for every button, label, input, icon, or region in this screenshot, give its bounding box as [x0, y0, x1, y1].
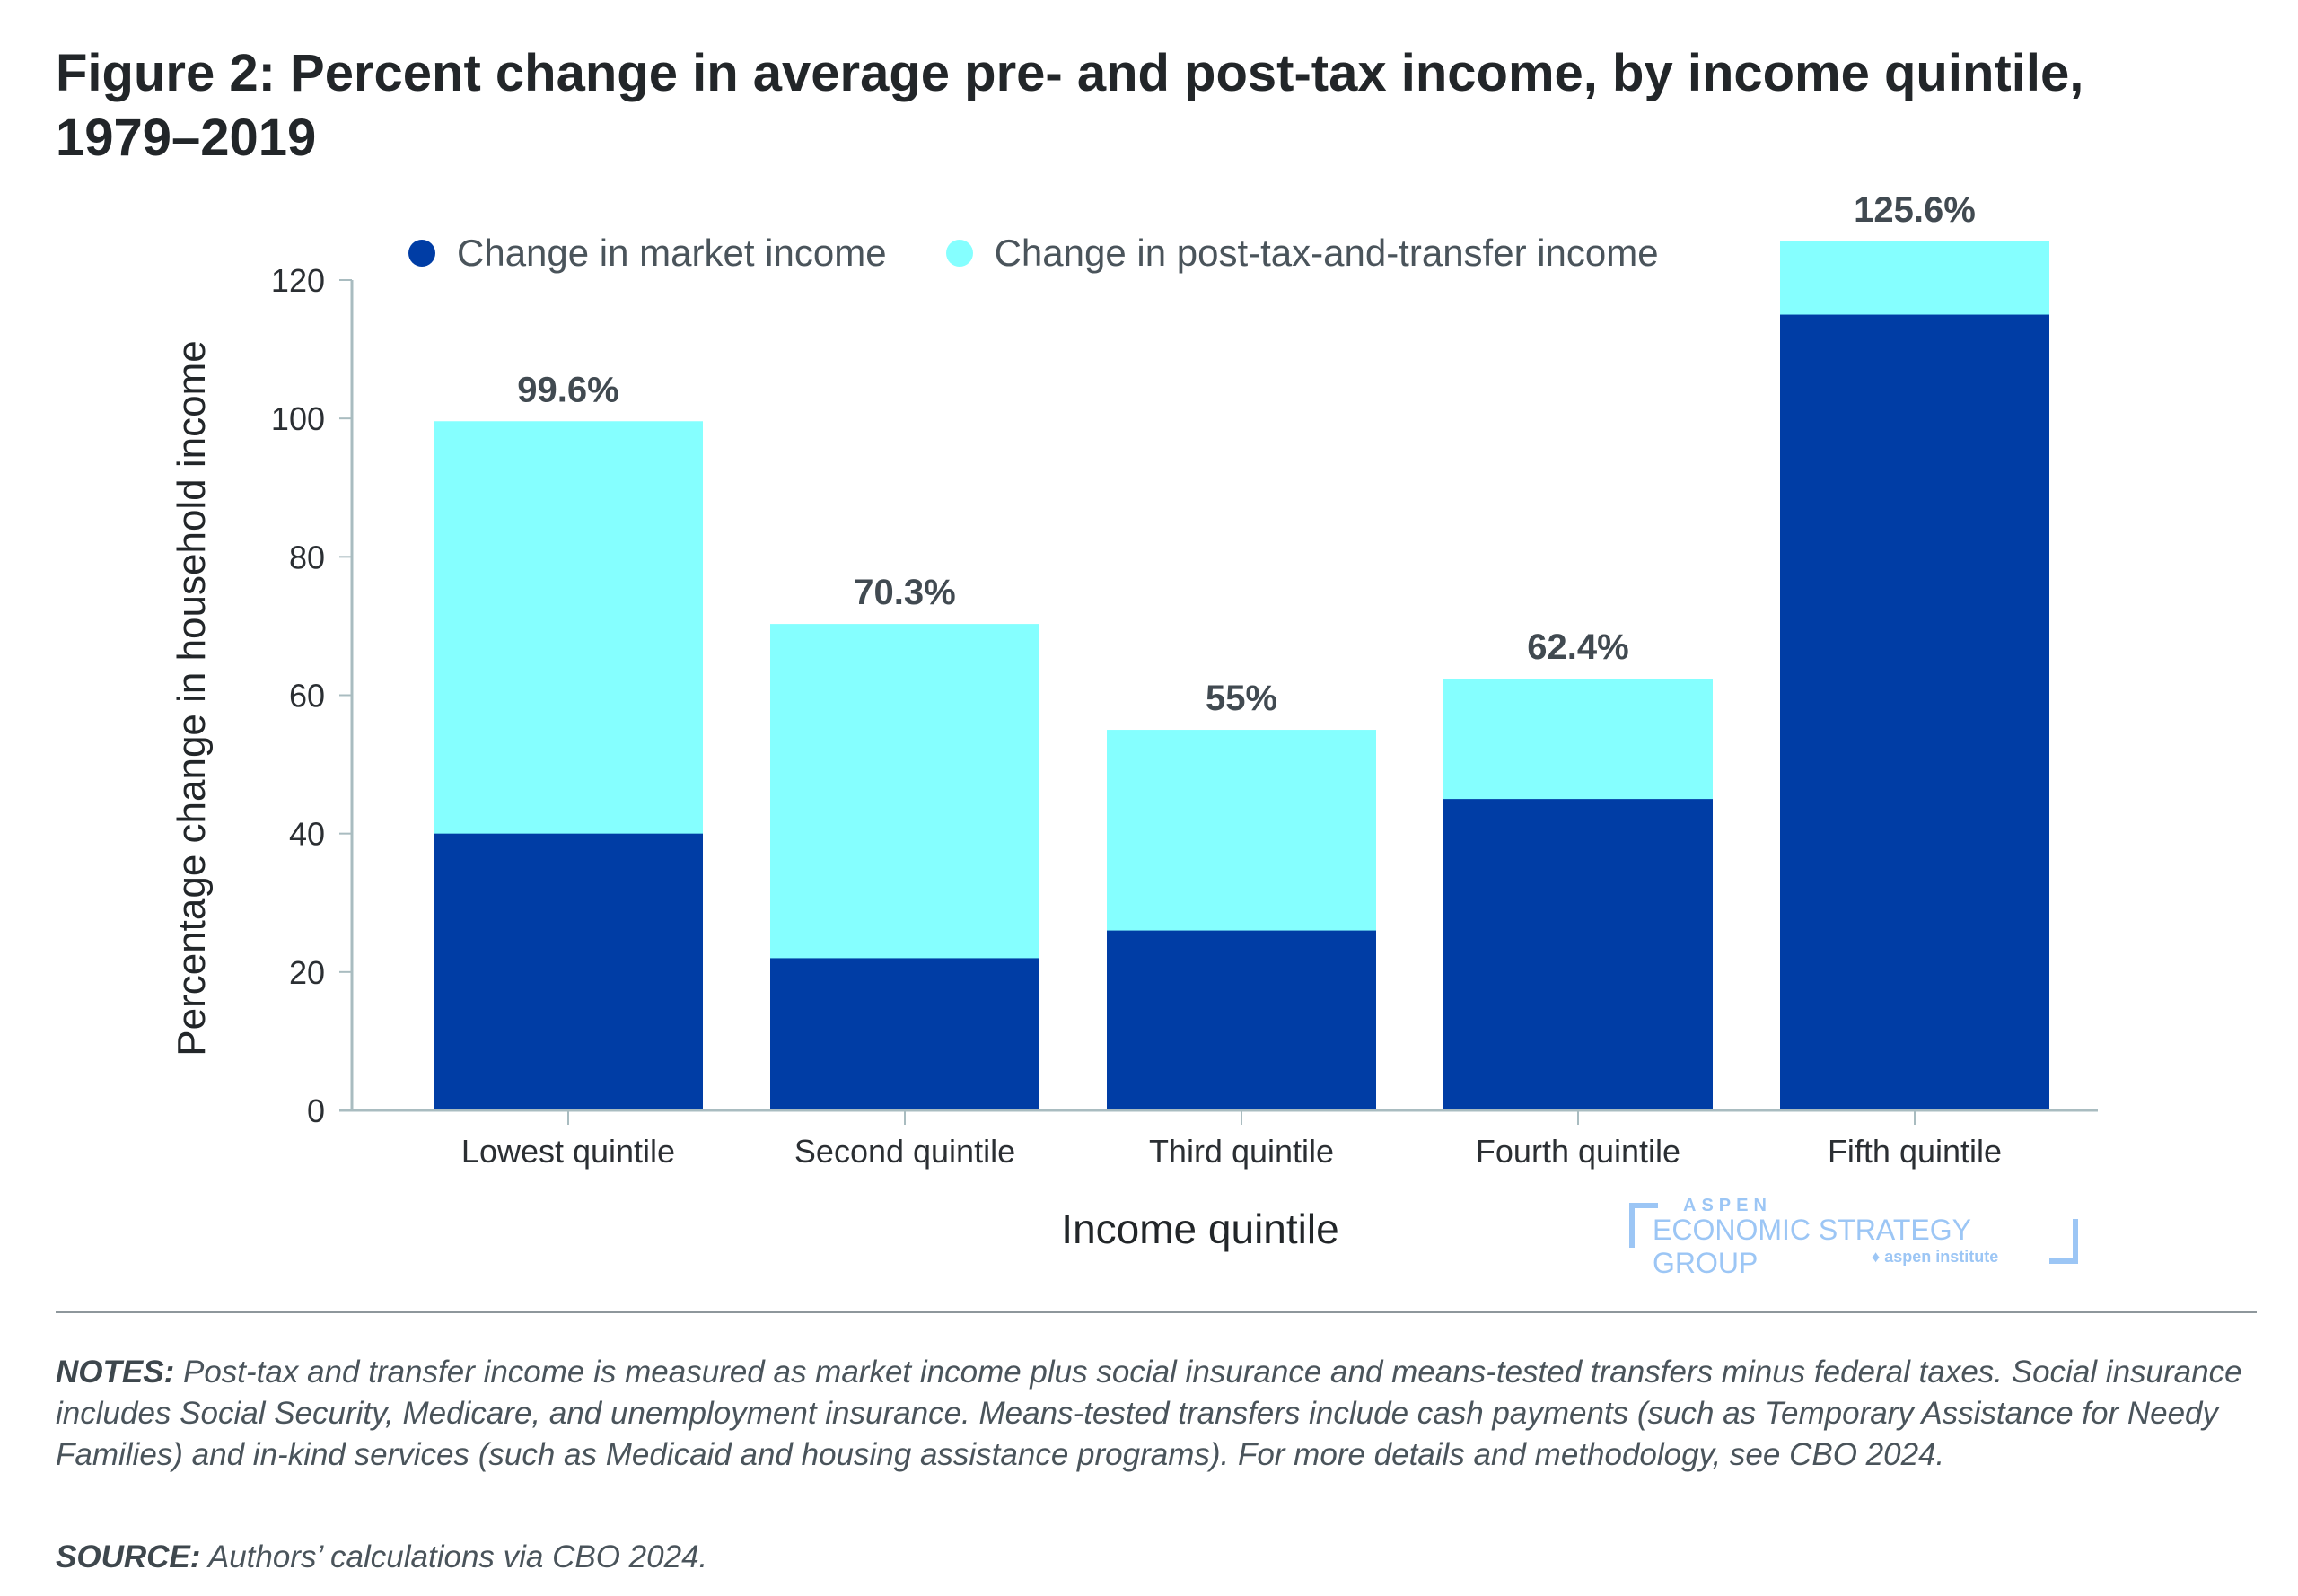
source-text: Authors’ calculations via CBO 2024.: [207, 1539, 708, 1574]
logo-main-text: ECONOMIC STRATEGY GROUP: [1653, 1214, 1971, 1279]
logo-aspen-text: ASPEN: [1683, 1196, 1772, 1215]
axes-group: [339, 279, 2098, 1125]
legend-label-market-income: Change in market income: [457, 232, 887, 274]
logo-bracket-bottom-right-icon: [2049, 1219, 2078, 1264]
labels-group: 99.6% Lowest quintile 70.3% Second quintile…: [271, 190, 2002, 1170]
logo-institute-label: aspen institute: [1884, 1248, 1999, 1266]
chart-title-line1: Figure 2: Percent change in average pre-…: [56, 44, 2084, 102]
y-axis-title: Percentage change in household income: [170, 340, 214, 1056]
x-tick-label: Lowest quintile: [461, 1133, 675, 1170]
notes-text: Post-tax and transfer income is measured…: [56, 1355, 2242, 1472]
y-tick-label: 80: [289, 539, 325, 575]
data-label: 62.4%: [1527, 627, 1628, 667]
bar-chart: Percentage change in household income 99…: [170, 190, 2098, 1252]
x-axis-title: Income quintile: [1061, 1206, 1338, 1252]
bar-market-income: [1443, 799, 1713, 1110]
data-label: 70.3%: [854, 573, 955, 612]
x-tick-label: Second quintile: [794, 1133, 1015, 1170]
bar-market-income: [1107, 930, 1376, 1110]
x-tick-label: Fifth quintile: [1828, 1133, 2002, 1170]
bar-market-income: [1780, 314, 2049, 1111]
chart-legend: Change in market income Change in post-t…: [408, 232, 1718, 275]
bar-market-income: [434, 833, 703, 1110]
bars-group: [434, 241, 2049, 1111]
notes-label: NOTES:: [56, 1355, 175, 1390]
data-label: 125.6%: [1854, 190, 1976, 230]
data-label: 55%: [1206, 679, 1277, 718]
notes-divider: [56, 1311, 2257, 1313]
y-tick-label: 100: [271, 400, 325, 437]
logo-institute-text: ♦ aspen institute: [1872, 1248, 1999, 1266]
notes-paragraph: NOTES: Post-tax and transfer income is m…: [56, 1352, 2246, 1476]
y-tick-label: 120: [271, 262, 325, 299]
chart-title: Figure 2: Percent change in average pre-…: [56, 41, 2228, 171]
legend-swatch-post-tax-income: [945, 240, 973, 267]
source-paragraph: SOURCE: Authors’ calculations via CBO 20…: [56, 1537, 707, 1578]
legend-item-market-income: Change in market income: [408, 232, 887, 275]
x-tick-label: Fourth quintile: [1476, 1133, 1680, 1170]
y-tick-label: 60: [289, 678, 325, 715]
x-tick-label: Third quintile: [1149, 1133, 1334, 1170]
legend-label-post-tax-income: Change in post-tax-and-transfer income: [994, 232, 1659, 274]
aspen-esg-logo: ASPEN ECONOMIC STRATEGY GROUP ♦ aspen in…: [1629, 1194, 2078, 1279]
data-label: 99.6%: [517, 370, 618, 409]
chart-title-line2: 1979–2019: [56, 109, 317, 167]
legend-swatch-market-income: [408, 240, 435, 267]
bar-market-income: [770, 958, 1039, 1110]
y-tick-label: 0: [307, 1092, 325, 1129]
y-axis-title-group: Percentage change in household income: [170, 340, 214, 1056]
y-tick-label: 20: [289, 954, 325, 991]
source-label: SOURCE:: [56, 1539, 201, 1574]
legend-item-post-tax-income: Change in post-tax-and-transfer income: [945, 232, 1659, 275]
y-tick-label: 40: [289, 816, 325, 853]
logo-bracket-top-left-icon: [1629, 1203, 1658, 1248]
